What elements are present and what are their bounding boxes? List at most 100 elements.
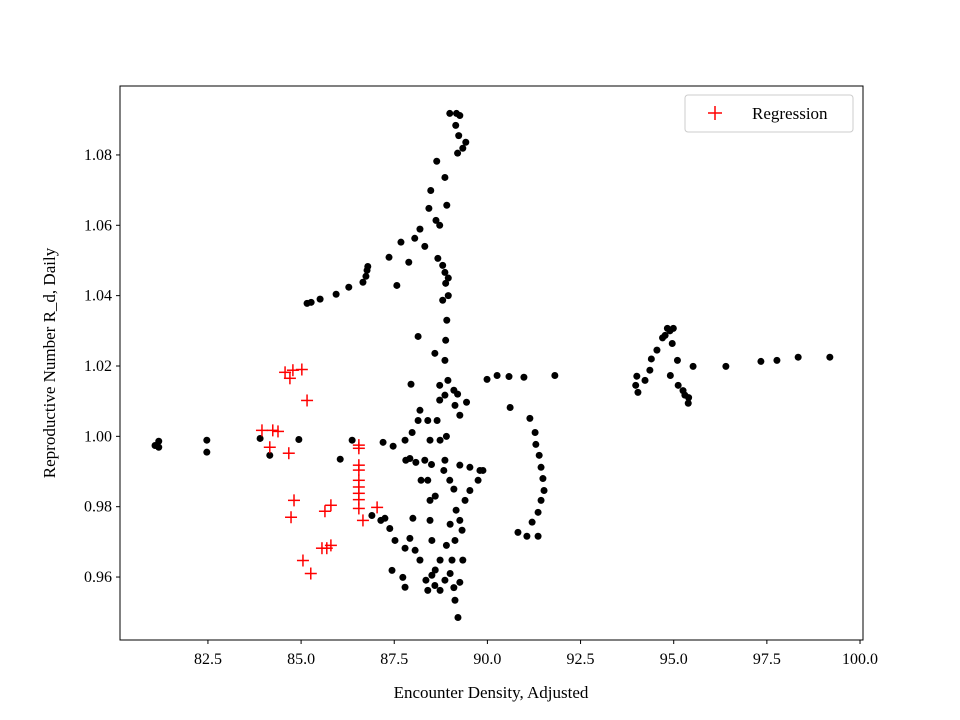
data-point (459, 144, 467, 152)
data-point (416, 556, 424, 564)
data-point (416, 225, 424, 233)
data-point (422, 576, 430, 584)
regression-point (301, 394, 314, 407)
x-tick-label: 95.0 (660, 651, 688, 668)
data-point (459, 556, 467, 564)
data-point (401, 544, 409, 552)
data-point (534, 508, 542, 516)
data-point (203, 448, 211, 456)
legend-regression-label: Regression (752, 104, 828, 123)
y-tick-label: 1.04 (84, 288, 112, 305)
data-point (531, 428, 539, 436)
x-tick-label: 82.5 (194, 651, 222, 668)
legend-box (684, 94, 854, 133)
data-point (411, 234, 419, 242)
data-point (451, 596, 459, 604)
data-point (679, 387, 687, 395)
data-point (385, 253, 393, 261)
data-point (439, 261, 447, 269)
data-point (455, 132, 463, 140)
data-point (454, 390, 462, 398)
data-point (451, 536, 459, 544)
regression-point (352, 439, 365, 452)
data-point (406, 534, 414, 542)
data-point (411, 546, 419, 554)
data-point (684, 399, 692, 407)
data-point (444, 376, 452, 384)
data-point (452, 121, 460, 129)
data-point (266, 451, 274, 459)
data-point (436, 381, 444, 389)
data-point (441, 456, 449, 464)
regression-point (352, 464, 365, 477)
data-point (414, 332, 422, 340)
data-point (406, 454, 414, 462)
x-tick-label: 92.5 (567, 651, 595, 668)
y-tick-label: 1.08 (84, 147, 112, 164)
plot-frame (119, 85, 864, 641)
data-point (540, 487, 548, 495)
regression-point (296, 554, 309, 567)
data-point (450, 584, 458, 592)
regression-point (318, 505, 331, 518)
data-point (427, 186, 435, 194)
data-point (452, 506, 460, 514)
data-point (441, 268, 449, 276)
data-point (633, 372, 641, 380)
regression-point (304, 567, 317, 580)
data-point (537, 463, 545, 471)
data-point (474, 476, 482, 484)
data-point (442, 336, 450, 344)
data-point (431, 581, 439, 589)
data-point (436, 586, 444, 594)
data-point (539, 475, 547, 483)
data-point (389, 442, 397, 450)
data-point (461, 496, 469, 504)
data-point (551, 371, 559, 379)
data-point (659, 334, 667, 342)
data-point (428, 571, 436, 579)
data-point (256, 434, 264, 442)
data-point (632, 381, 640, 389)
data-point (441, 356, 449, 364)
data-point (674, 381, 682, 389)
data-point (307, 298, 315, 306)
data-point (441, 173, 449, 181)
data-point (444, 274, 452, 282)
data-point (537, 496, 545, 504)
data-point (442, 279, 450, 287)
data-point (436, 221, 444, 229)
data-point (456, 516, 464, 524)
regression-point (352, 493, 365, 506)
data-point (409, 514, 417, 522)
data-point (439, 296, 447, 304)
data-point (417, 476, 425, 484)
data-point (443, 201, 451, 209)
data-point (203, 436, 211, 444)
data-point (535, 451, 543, 459)
data-point (520, 373, 528, 381)
data-point (454, 613, 462, 621)
regression-point (356, 514, 369, 527)
data-point (433, 417, 441, 425)
regression-point (352, 480, 365, 493)
data-point (405, 258, 413, 266)
data-point (416, 406, 424, 414)
data-point (666, 327, 674, 335)
x-axis: 82.5 85.0 87.5 90.0 92.5 95.0 97.5 100.0 (194, 640, 878, 668)
regression-point (283, 372, 296, 385)
data-point (348, 436, 356, 444)
data-point (451, 401, 459, 409)
data-point (440, 466, 448, 474)
data-point (526, 414, 534, 422)
data-point (757, 357, 765, 365)
data-point (433, 157, 441, 165)
data-point (466, 463, 474, 471)
y-tick-label: 0.96 (84, 569, 112, 586)
data-point (359, 278, 367, 286)
y-tick-label: 1.06 (84, 217, 112, 234)
data-point (332, 290, 340, 298)
data-point (773, 356, 781, 364)
data-point (424, 417, 432, 425)
